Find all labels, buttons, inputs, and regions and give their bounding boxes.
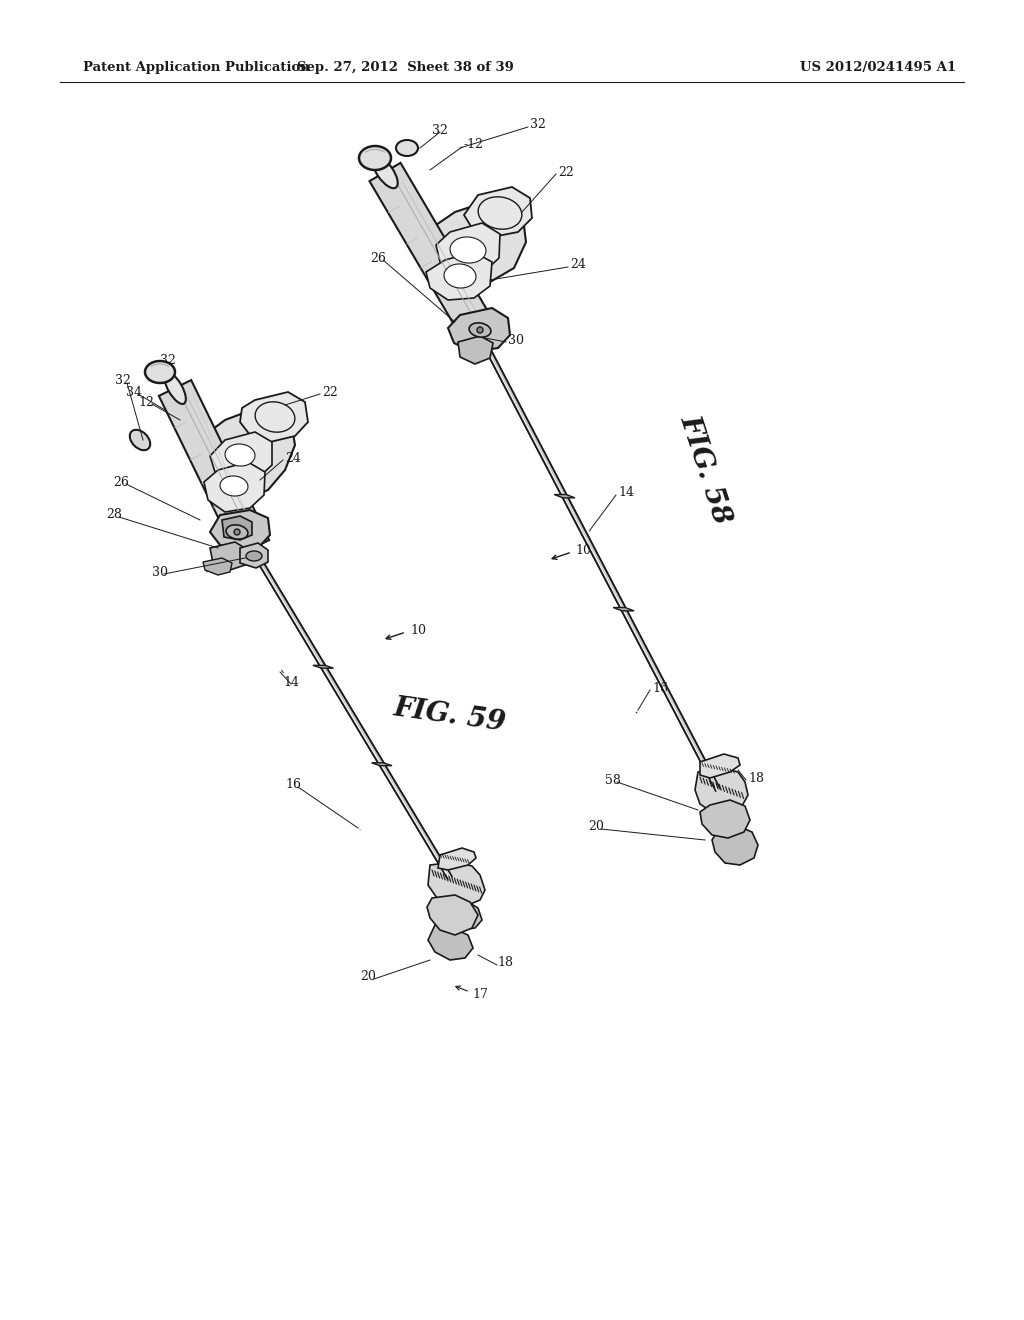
Text: 24: 24: [285, 451, 301, 465]
Text: 30: 30: [508, 334, 524, 346]
Polygon shape: [700, 800, 750, 838]
Text: 28: 28: [106, 508, 122, 521]
Ellipse shape: [225, 444, 255, 466]
Text: 32: 32: [530, 119, 546, 132]
Polygon shape: [437, 898, 482, 931]
Text: 26: 26: [113, 475, 129, 488]
Polygon shape: [210, 432, 272, 482]
Ellipse shape: [359, 147, 391, 170]
Ellipse shape: [469, 323, 490, 337]
Text: 20: 20: [588, 821, 604, 833]
Polygon shape: [449, 308, 510, 352]
Ellipse shape: [450, 238, 486, 263]
Text: 32: 32: [432, 124, 447, 136]
Text: 24: 24: [570, 259, 586, 272]
Text: 22: 22: [558, 165, 573, 178]
Polygon shape: [159, 380, 269, 556]
Polygon shape: [554, 495, 575, 498]
Polygon shape: [700, 754, 740, 777]
Text: Patent Application Publication: Patent Application Publication: [83, 62, 309, 74]
Polygon shape: [210, 543, 248, 570]
Text: 34: 34: [126, 385, 142, 399]
Polygon shape: [480, 337, 720, 791]
Polygon shape: [464, 187, 532, 238]
Polygon shape: [222, 516, 252, 540]
Ellipse shape: [396, 140, 418, 156]
Polygon shape: [613, 607, 634, 611]
Polygon shape: [436, 223, 500, 275]
Text: 58: 58: [605, 774, 621, 787]
Text: 32: 32: [160, 354, 176, 367]
Text: FIG. 58: FIG. 58: [675, 412, 735, 528]
Polygon shape: [458, 337, 493, 364]
Text: 16: 16: [652, 681, 668, 694]
Ellipse shape: [145, 360, 175, 383]
Ellipse shape: [130, 430, 151, 450]
Polygon shape: [204, 462, 265, 512]
Text: 22: 22: [322, 385, 338, 399]
Polygon shape: [253, 552, 453, 879]
Text: 10: 10: [575, 544, 591, 557]
Text: 14: 14: [283, 676, 299, 689]
Polygon shape: [370, 162, 494, 339]
Text: 18: 18: [497, 957, 513, 969]
Polygon shape: [426, 252, 492, 300]
Text: 12: 12: [138, 396, 154, 408]
Polygon shape: [200, 405, 295, 500]
Polygon shape: [372, 763, 392, 766]
Text: 20: 20: [360, 970, 376, 983]
Polygon shape: [203, 558, 232, 576]
Ellipse shape: [164, 372, 185, 404]
Text: 18: 18: [748, 771, 764, 784]
Ellipse shape: [226, 525, 248, 539]
Polygon shape: [427, 895, 478, 935]
Ellipse shape: [373, 156, 397, 189]
Polygon shape: [438, 847, 476, 870]
Polygon shape: [210, 510, 270, 552]
Ellipse shape: [234, 529, 240, 535]
Polygon shape: [313, 665, 334, 668]
Polygon shape: [428, 862, 485, 906]
Ellipse shape: [246, 550, 262, 561]
Text: 26: 26: [370, 252, 386, 264]
Text: US 2012/0241495 A1: US 2012/0241495 A1: [800, 62, 956, 74]
Text: 32: 32: [115, 375, 131, 388]
Text: -12: -12: [464, 139, 484, 152]
Polygon shape: [695, 768, 748, 812]
Polygon shape: [432, 198, 526, 284]
Text: 30: 30: [152, 565, 168, 578]
Polygon shape: [428, 925, 473, 960]
Ellipse shape: [477, 327, 483, 333]
Text: 16: 16: [285, 779, 301, 792]
Ellipse shape: [444, 264, 476, 288]
Ellipse shape: [220, 477, 248, 496]
Polygon shape: [240, 543, 268, 568]
Polygon shape: [240, 392, 308, 442]
Text: 17: 17: [472, 987, 487, 1001]
Text: 14: 14: [618, 487, 634, 499]
Text: 10: 10: [410, 623, 426, 636]
Text: FIG. 59: FIG. 59: [392, 694, 508, 737]
Text: Sep. 27, 2012  Sheet 38 of 39: Sep. 27, 2012 Sheet 38 of 39: [297, 62, 513, 74]
Polygon shape: [712, 826, 758, 865]
